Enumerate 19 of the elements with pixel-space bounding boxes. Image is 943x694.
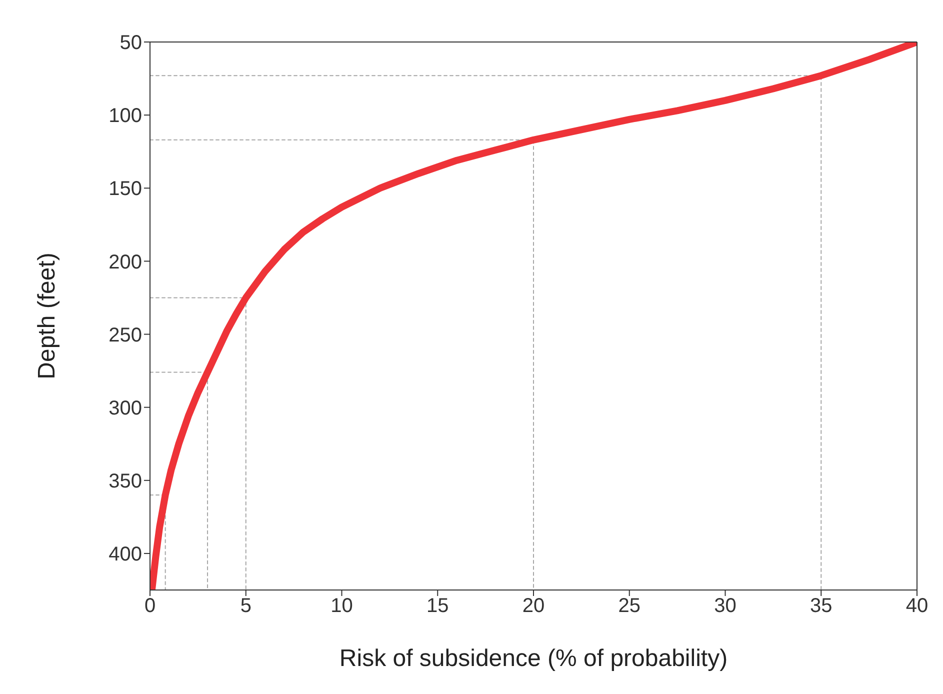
x-tick-label: 10: [330, 595, 353, 618]
x-tick-label: 15: [426, 595, 449, 618]
y-tick-label: 250: [108, 324, 142, 346]
x-tick-label: 0: [144, 595, 156, 618]
y-axis-title: Depth (feet): [34, 252, 61, 380]
y-tick-label: 300: [108, 397, 142, 420]
x-axis-title: Risk of subsidence (% of probability): [339, 645, 728, 672]
x-tick-label: 35: [810, 595, 832, 618]
y-tick-label: 100: [108, 105, 142, 128]
y-tick-label: 350: [108, 470, 142, 492]
x-tick-label: 30: [714, 595, 736, 618]
x-tick-label: 20: [522, 595, 545, 618]
y-tick-label: 50: [120, 32, 142, 54]
x-tick-label: 40: [906, 595, 928, 618]
y-tick-label: 400: [108, 544, 142, 566]
x-tick-label: 25: [618, 595, 640, 618]
y-tick-label: 200: [108, 251, 142, 274]
y-tick-label: 150: [108, 178, 142, 200]
x-tick-label: 5: [240, 595, 252, 618]
